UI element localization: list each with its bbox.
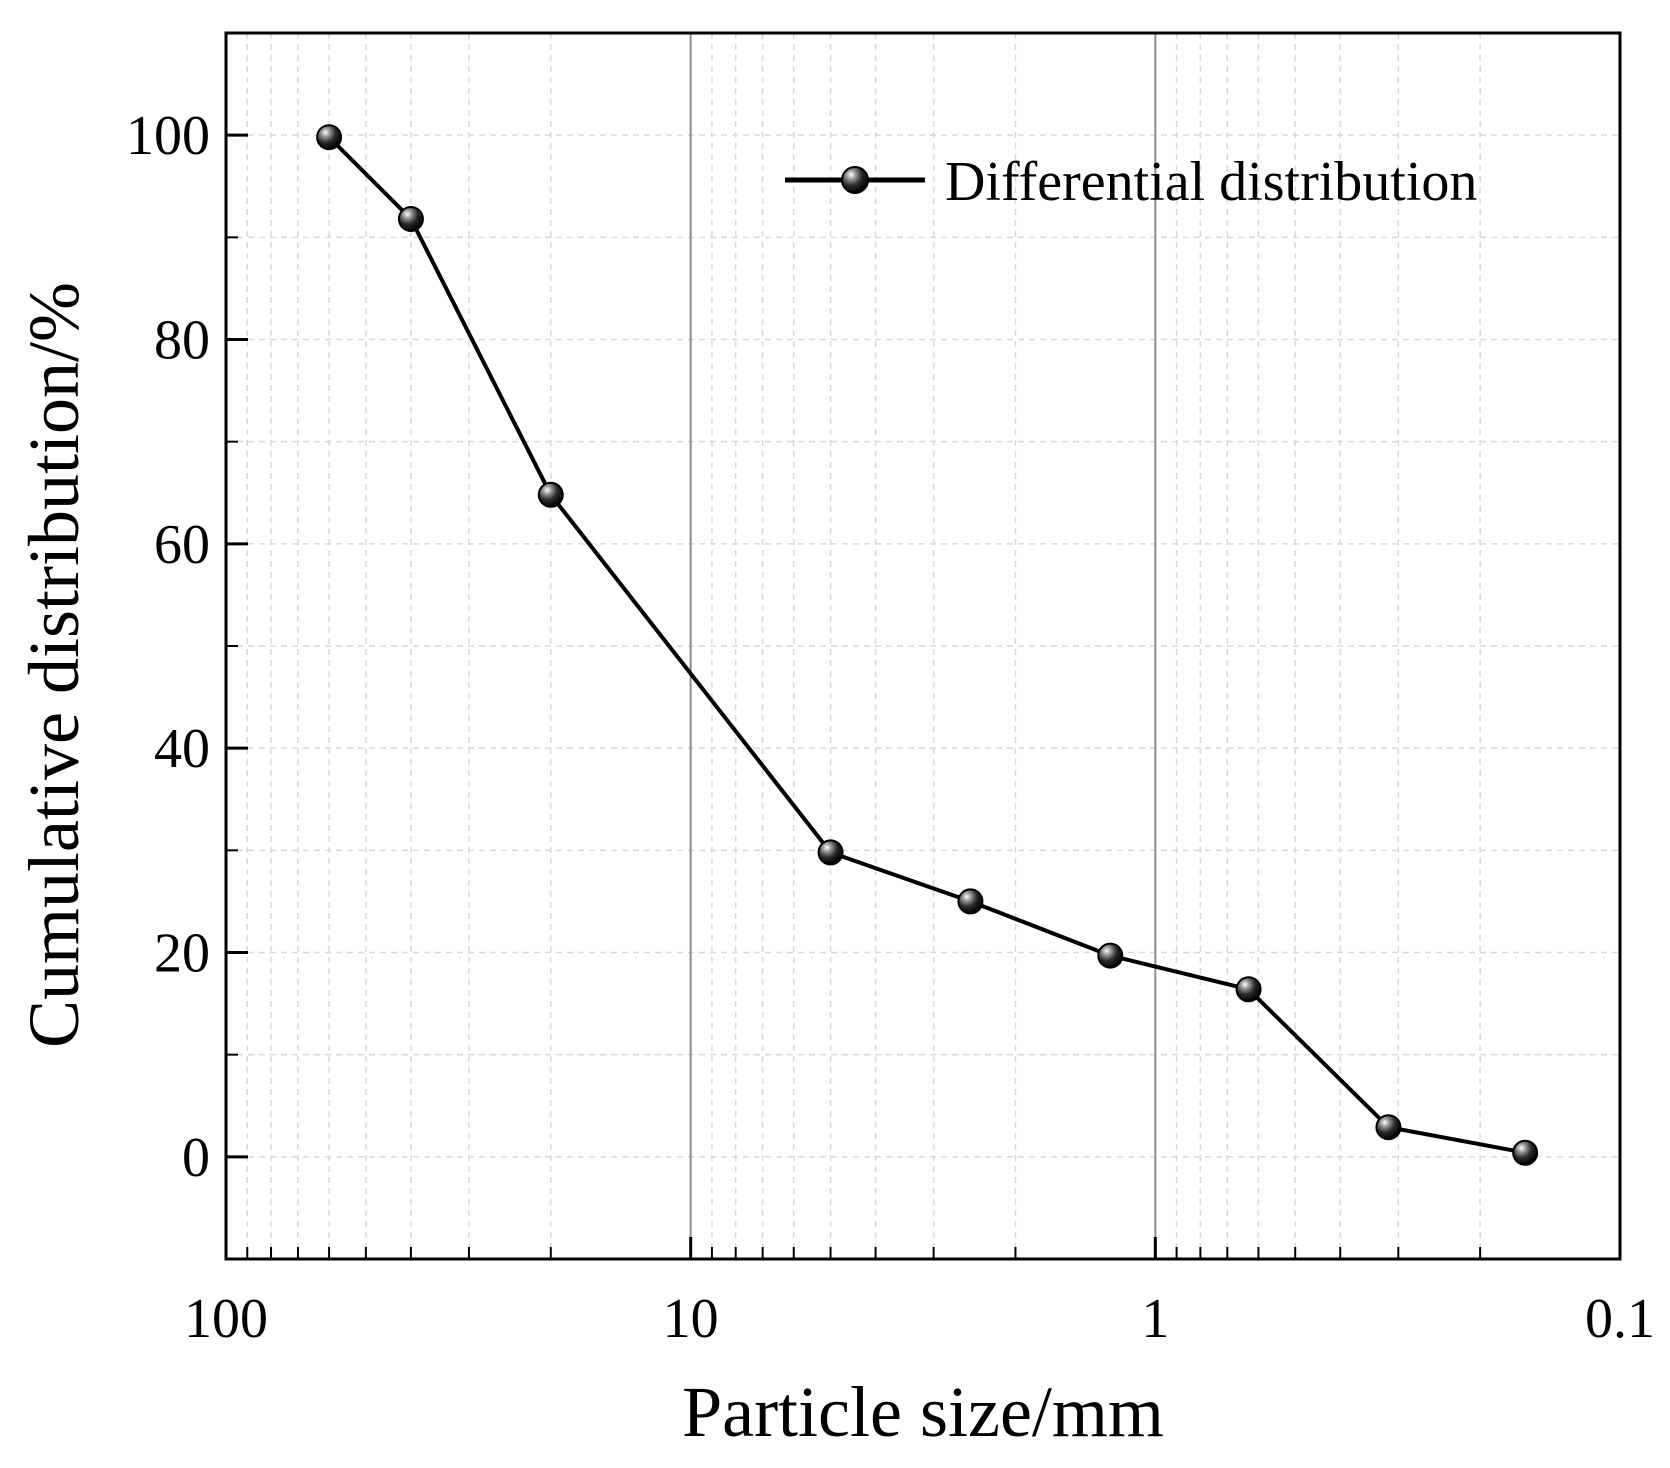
data-point	[817, 839, 844, 866]
data-point	[1097, 942, 1124, 969]
grid	[226, 32, 1620, 1260]
y-tick-label: 60	[154, 514, 210, 576]
y-tick-label: 40	[154, 718, 210, 780]
data-point	[316, 124, 343, 151]
x-tick-label: 1	[1141, 1288, 1169, 1350]
y-tick-label: 20	[154, 923, 210, 985]
data-point	[397, 205, 424, 232]
y-axis-title: Cumulative distribution/%	[14, 282, 94, 1048]
axes: 100 10 1 0.1 0 20 40 60 80 100	[126, 105, 1655, 1350]
y-tick-label: 100	[126, 105, 210, 167]
data-point	[1512, 1139, 1539, 1166]
data-point	[1375, 1114, 1402, 1141]
legend: Differential distribution	[785, 151, 1477, 213]
legend-marker	[841, 166, 869, 194]
y-tick-label: 0	[182, 1127, 210, 1189]
data-point	[957, 888, 984, 915]
x-axis-title: Particle size/mm	[682, 1372, 1164, 1452]
series-line	[327, 135, 1526, 1155]
x-tick-label: 0.1	[1585, 1288, 1655, 1350]
x-tick-label: 100	[184, 1288, 268, 1350]
data-point	[537, 481, 564, 508]
x-tick-label: 10	[663, 1288, 719, 1350]
data-point	[1235, 976, 1262, 1003]
series-layer	[316, 124, 1539, 1166]
y-tick-label: 80	[154, 310, 210, 372]
legend-label: Differential distribution	[945, 151, 1477, 213]
